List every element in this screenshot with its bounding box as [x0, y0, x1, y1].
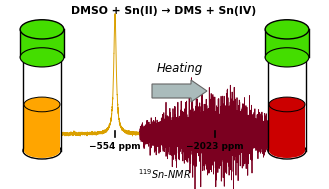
Bar [23, 57, 61, 151]
Ellipse shape [24, 143, 60, 158]
Bar [269, 105, 305, 151]
Ellipse shape [269, 143, 305, 158]
Ellipse shape [20, 48, 64, 67]
Text: −554 ppm: −554 ppm [89, 142, 141, 151]
Ellipse shape [268, 142, 306, 159]
Bar [24, 105, 60, 151]
Text: −2023 ppm: −2023 ppm [186, 142, 244, 151]
Ellipse shape [265, 20, 309, 39]
Bar [268, 57, 306, 151]
Ellipse shape [269, 97, 305, 112]
Text: $^{119}$Sn-NMR: $^{119}$Sn-NMR [138, 167, 190, 181]
Ellipse shape [24, 97, 60, 112]
Ellipse shape [268, 49, 306, 66]
Ellipse shape [20, 20, 64, 39]
Text: Heating: Heating [156, 62, 203, 75]
Ellipse shape [23, 49, 61, 66]
Bar [20, 29, 64, 57]
Ellipse shape [265, 48, 309, 67]
Ellipse shape [23, 142, 61, 159]
Bar [265, 29, 309, 57]
Text: DMSO + Sn(II) → DMS + Sn(IV): DMSO + Sn(II) → DMS + Sn(IV) [71, 6, 257, 16]
FancyArrow shape [152, 80, 207, 102]
